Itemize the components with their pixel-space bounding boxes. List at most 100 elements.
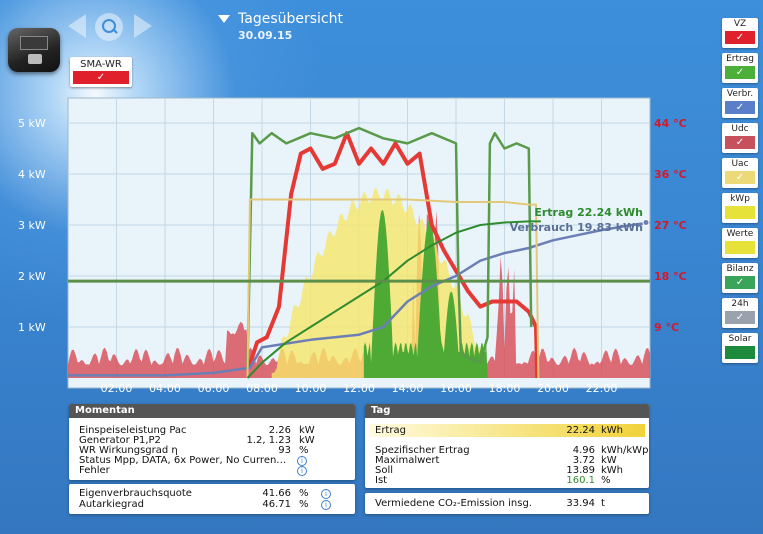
checkmark-icon: ✓ xyxy=(725,101,755,114)
consumption-area xyxy=(68,210,650,378)
tag-label: Soll xyxy=(375,465,394,476)
color-swatch xyxy=(725,206,755,219)
tag-header: Tag xyxy=(365,404,649,418)
x-tick-label: 16:00 xyxy=(440,382,472,395)
checkmark-icon: ✓ xyxy=(73,71,129,84)
checkmark-icon: ✓ xyxy=(725,311,755,324)
x-tick-label: 06:00 xyxy=(198,382,230,395)
tag-unit: kWh xyxy=(601,465,624,476)
y-right-tick-label: 27 °C xyxy=(654,219,687,232)
toggle-udc[interactable]: Udc ✓ xyxy=(722,123,758,153)
next-day-arrow-icon[interactable] xyxy=(134,14,152,38)
toggle-vz[interactable]: VZ ✓ xyxy=(722,18,758,48)
tag-label: Spezifischer Ertrag xyxy=(375,445,470,456)
info-icon[interactable]: i xyxy=(321,489,331,499)
tag-panel: Tag Ertrag 22.24 kWh Spezifischer Ertrag… xyxy=(365,404,649,488)
x-tick-label: 14:00 xyxy=(392,382,424,395)
toggle-solar[interactable]: Solar xyxy=(722,333,758,363)
checkmark-icon: ✓ xyxy=(725,276,755,289)
momentan-value: 93 xyxy=(278,445,291,456)
quote-label: Autarkiegrad xyxy=(79,499,144,510)
info-icon[interactable]: i xyxy=(321,500,331,510)
y-tick-label: 3 kW xyxy=(18,219,46,232)
info-icon[interactable]: i xyxy=(297,456,307,466)
toggle-verbr[interactable]: Verbr. ✓ xyxy=(722,88,758,118)
co2-label: Vermiedene CO₂-Emission insg. xyxy=(375,498,532,509)
ertrag-annotation: Ertrag 22.24 kWh xyxy=(534,206,643,219)
tag-ertrag-value: 22.24 xyxy=(566,425,595,436)
momentan-unit: % xyxy=(299,445,309,456)
toggle-label: 24h xyxy=(731,299,749,309)
status-row: Status Mpp, DATA, 6x Power, No Curren… xyxy=(79,455,287,466)
tag-ertrag-unit: kWh xyxy=(601,425,624,436)
x-tick-label: 02:00 xyxy=(101,382,133,395)
search-zoom-icon[interactable] xyxy=(95,13,123,41)
y-tick-label: 5 kW xyxy=(18,117,46,130)
toggle-label: Udc xyxy=(731,124,749,134)
tag-label: Ist xyxy=(375,475,388,486)
checkmark-icon: ✓ xyxy=(725,31,755,44)
y-right-tick-label: 18 °C xyxy=(654,270,687,283)
momentan-label: WR Wirkungsgrad η xyxy=(79,445,178,456)
inverter-toggle-button[interactable]: SMA-WR ✓ xyxy=(70,57,132,87)
quote-unit: % xyxy=(299,499,309,510)
caret-down-icon[interactable] xyxy=(218,15,230,23)
x-axis-labels: 02:00 04:00 06:00 08:00 10:00 12:00 14:00 16:00… xyxy=(101,382,618,395)
x-tick-label: 12:00 xyxy=(343,382,375,395)
daily-overview-chart[interactable]: 1 kW 2 kW 3 kW 4 kW 5 kW 9 °C 18 °C 27 °C 36 °C… xyxy=(0,90,720,400)
toggle-kwp[interactable]: kWp xyxy=(722,193,758,223)
x-tick-label: 22:00 xyxy=(586,382,618,395)
momentan-unit: kW xyxy=(299,425,315,436)
tag-label: Maximalwert xyxy=(375,455,440,466)
x-tick-label: 18:00 xyxy=(489,382,521,395)
toggle-label: kWp xyxy=(730,194,750,204)
previous-day-arrow-icon[interactable] xyxy=(68,14,86,38)
series-line-ertrag xyxy=(246,131,540,379)
tag-unit: % xyxy=(601,475,611,486)
toggle-label: Ertrag xyxy=(726,54,754,64)
toggle-label: Werte xyxy=(726,229,754,239)
info-icon[interactable]: i xyxy=(297,466,307,476)
page-title[interactable]: Tagesübersicht xyxy=(238,11,343,27)
co2-value: 33.94 xyxy=(566,498,595,509)
quote-label: Eigenverbrauchsquote xyxy=(79,488,192,499)
momentan-label: Einspeiseleistung Pac xyxy=(79,425,187,436)
toggle-werte[interactable]: Werte xyxy=(722,228,758,258)
tag-value: 3.72 xyxy=(572,455,595,466)
x-tick-label: 08:00 xyxy=(246,382,278,395)
toggle-bilanz[interactable]: Bilanz ✓ xyxy=(722,263,758,293)
momentan-unit: kW xyxy=(299,435,315,446)
toggle-uac[interactable]: Uac ✓ xyxy=(722,158,758,188)
inverter-device-icon[interactable] xyxy=(8,28,60,72)
checkmark-icon: ✓ xyxy=(725,136,755,149)
toggle-24h[interactable]: 24h ✓ xyxy=(722,298,758,328)
verbrauch-annotation: Verbrauch 19.83 kWh xyxy=(510,221,643,234)
inverter-toggle-label: SMA-WR xyxy=(80,59,122,70)
x-tick-label: 20:00 xyxy=(537,382,569,395)
momentan-panel: Momentan Einspeiseleistung Pac 2.26 kW Gene… xyxy=(69,404,355,480)
series-line-bilanz xyxy=(246,220,541,379)
series-lines xyxy=(68,126,651,379)
tag-value: 13.89 xyxy=(566,465,595,476)
co2-unit: t xyxy=(601,498,605,509)
x-tick-label: 04:00 xyxy=(149,382,181,395)
co2-panel: Vermiedene CO₂-Emission insg. 33.94 t xyxy=(365,493,649,514)
y-right-tick-label: 9 °C xyxy=(654,321,679,334)
tag-unit: kW xyxy=(601,455,617,466)
grid-lines xyxy=(68,98,650,378)
quote-unit: % xyxy=(299,488,309,499)
ertrag-highlight-bar xyxy=(369,424,645,437)
momentan-label: Fehler xyxy=(79,465,110,476)
y-right-axis-labels: 9 °C 18 °C 27 °C 36 °C 44 °C xyxy=(654,117,687,334)
momentan-value: 2.26 xyxy=(268,425,291,436)
tag-ertrag-label: Ertrag xyxy=(375,425,406,436)
consumption-end-dot xyxy=(642,218,650,226)
page-date: 30.09.15 xyxy=(238,29,293,42)
toggle-label: Verbr. xyxy=(726,89,754,99)
y-tick-label: 1 kW xyxy=(18,321,46,334)
tag-value: 4.96 xyxy=(572,445,595,456)
series-line-udc xyxy=(246,126,533,368)
color-swatch xyxy=(725,346,755,359)
toggle-ertrag[interactable]: Ertrag ✓ xyxy=(722,53,758,83)
toggle-label: Solar xyxy=(728,334,752,344)
